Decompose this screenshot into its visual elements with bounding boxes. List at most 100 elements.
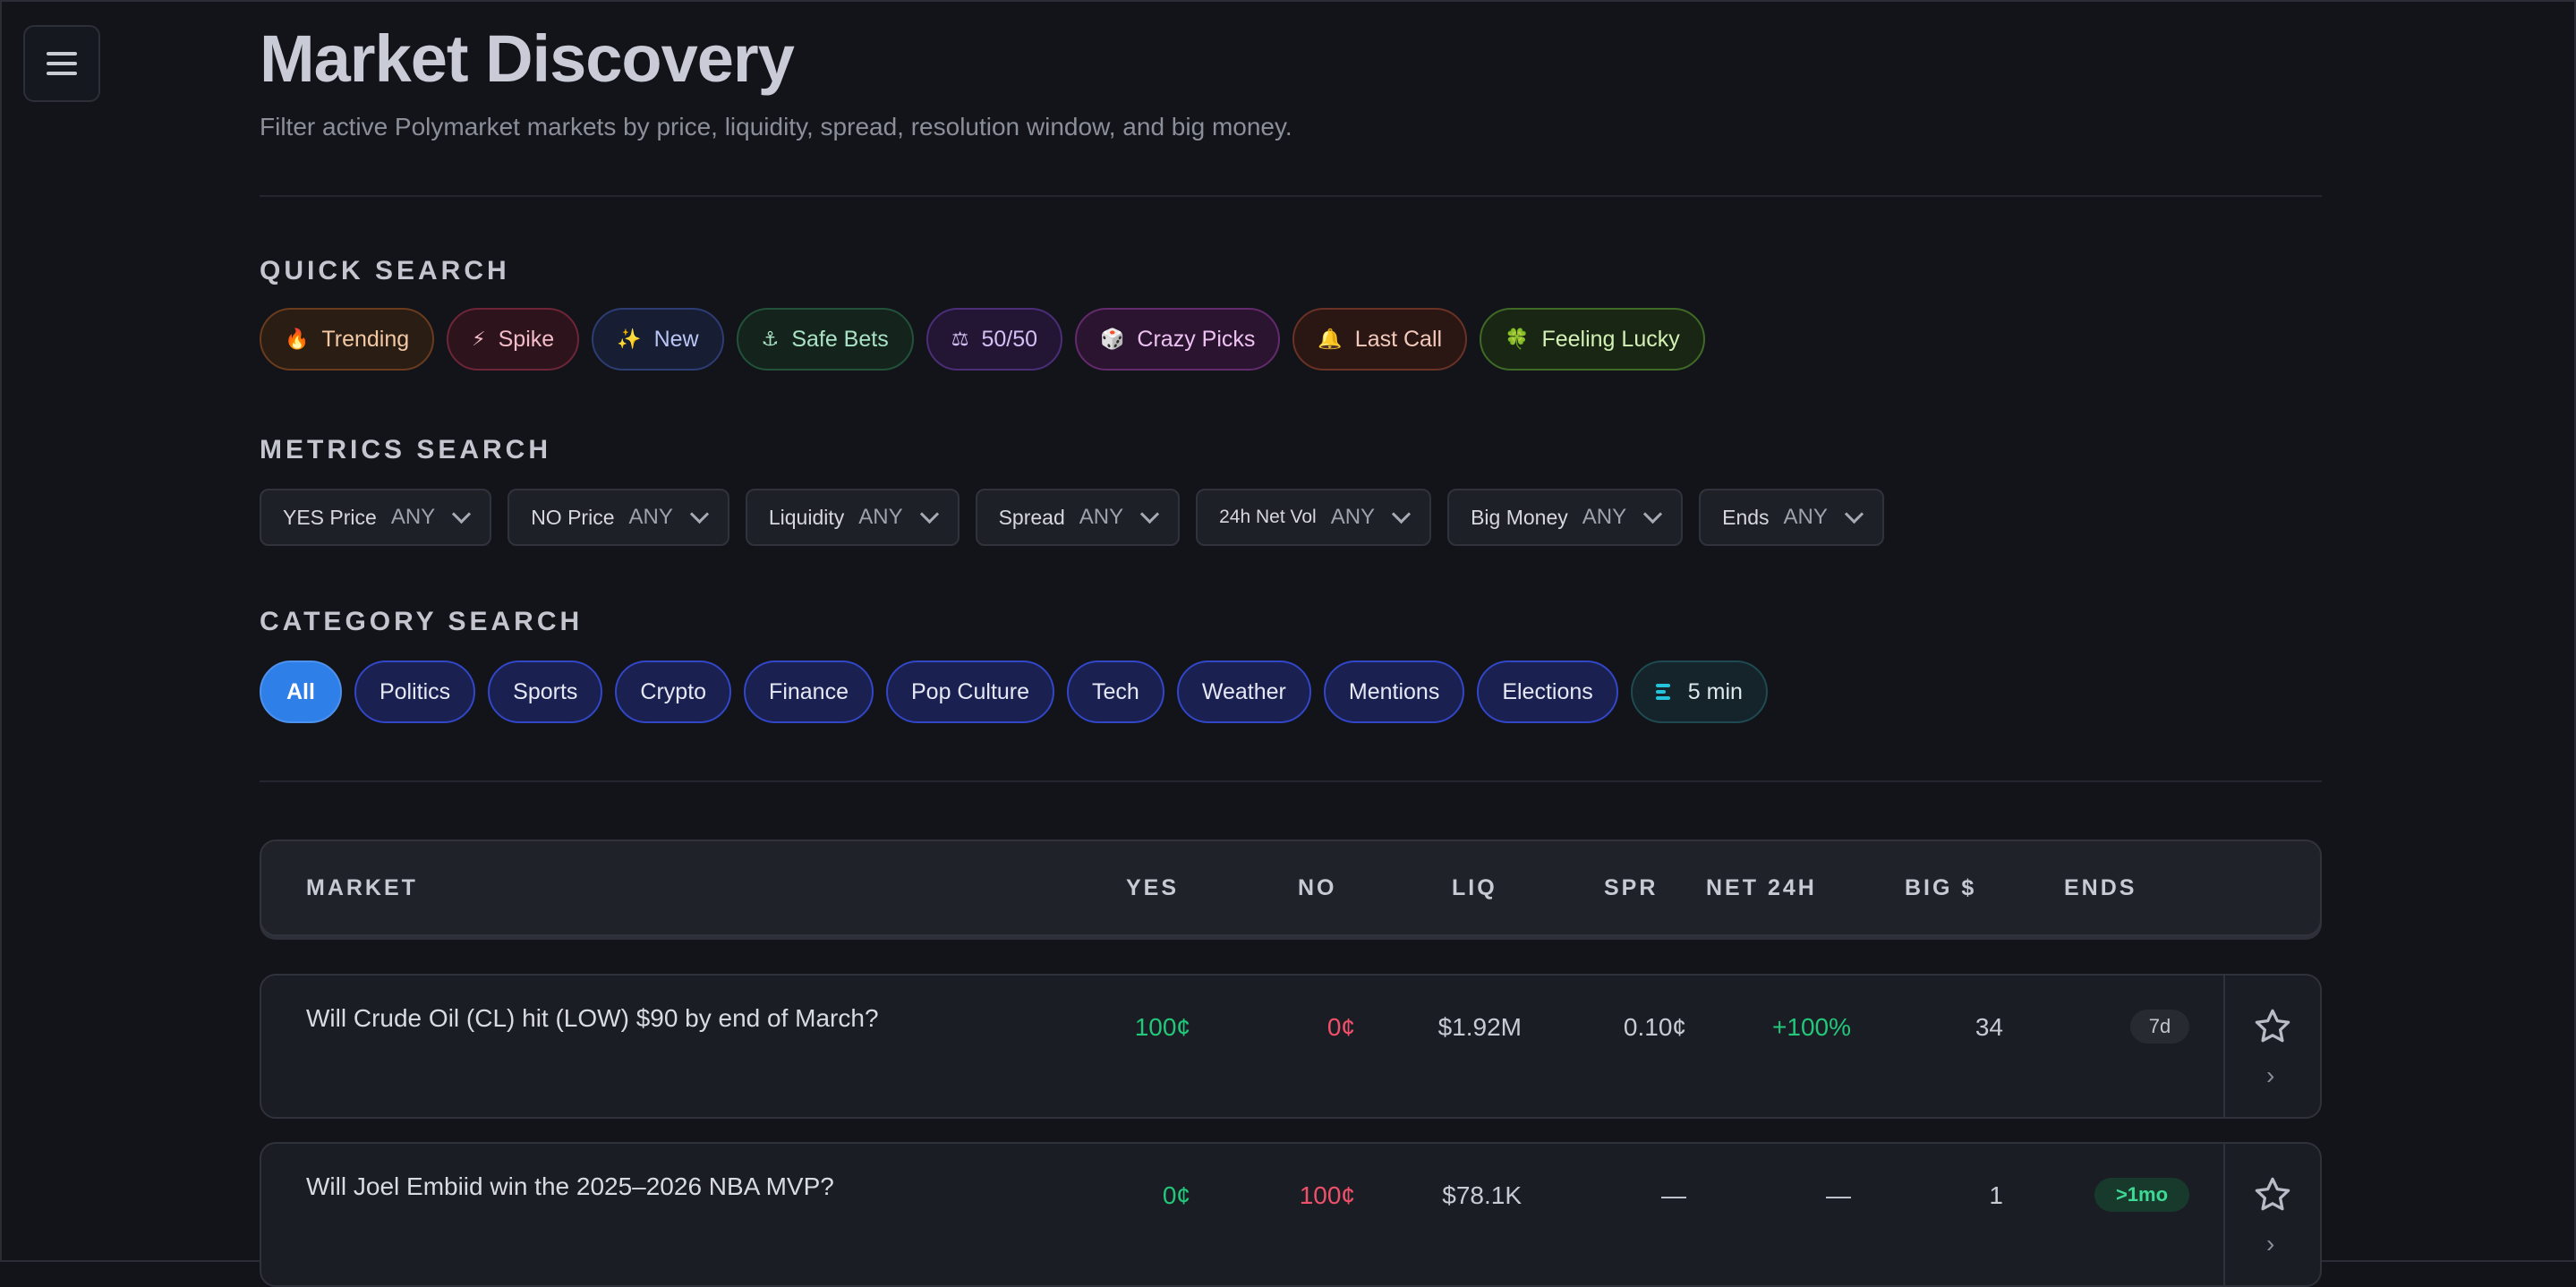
chevron-right-icon[interactable]: ›: [2266, 1061, 2275, 1089]
chevron-down-icon: [1391, 504, 1412, 524]
filter-label: YES Price: [283, 505, 377, 529]
quick-chip-50-50[interactable]: ⚖ 50/50: [925, 308, 1063, 371]
ends-badge: >1mo: [2094, 1178, 2189, 1212]
filter-label: Spread: [998, 505, 1065, 529]
page-subtitle: Filter active Polymarket markets by pric…: [260, 113, 1292, 141]
star-icon[interactable]: [2252, 1174, 2293, 1215]
hamburger-icon: [47, 52, 77, 75]
filter-liquidity[interactable]: Liquidity ANY: [745, 489, 960, 546]
spread: 0.10¢: [1623, 1013, 1686, 1041]
column-liq[interactable]: LIQ: [1452, 874, 1497, 900]
quick-chip-feeling-lucky[interactable]: 🍀 Feeling Lucky: [1480, 308, 1705, 371]
big-money: 1: [1989, 1181, 2003, 1209]
chevron-down-icon: [452, 504, 472, 524]
category-mentions[interactable]: Mentions: [1323, 661, 1465, 723]
chip-label: Spike: [498, 326, 555, 352]
table-row[interactable]: Will Joel Embiid win the 2025–2026 NBA M…: [260, 1142, 2322, 1287]
filter-label: NO Price: [531, 505, 615, 529]
filter-big-money[interactable]: Big Money ANY: [1447, 489, 1684, 546]
star-icon[interactable]: [2252, 1006, 2293, 1047]
column-big-money[interactable]: BIG $: [1905, 874, 1977, 900]
chevron-right-icon[interactable]: ›: [2266, 1230, 2275, 1257]
net-24h: +100%: [1772, 1013, 1851, 1041]
chip-label: Trending: [321, 326, 410, 352]
filter-24h-net-vol[interactable]: 24h Net Vol ANY: [1196, 489, 1432, 546]
category-pop-culture[interactable]: Pop Culture: [886, 661, 1055, 723]
category-all[interactable]: All: [260, 661, 342, 723]
sparkles-icon: ✨: [617, 328, 642, 350]
category-crypto[interactable]: Crypto: [615, 661, 732, 723]
filter-ends[interactable]: Ends ANY: [1699, 489, 1884, 546]
lines-icon: [1655, 684, 1672, 700]
quick-chip-new[interactable]: ✨ New: [592, 308, 724, 371]
quick-search-chips: 🔥 Trending ⚡ Spike ✨ New ⚓ Safe Bets ⚖ 5…: [260, 308, 2322, 371]
row-actions: ›: [2223, 976, 2320, 1117]
market-question[interactable]: Will Joel Embiid win the 2025–2026 NBA M…: [306, 1172, 834, 1200]
filter-value: ANY: [858, 505, 903, 529]
clover-icon: 🍀: [1505, 328, 1530, 350]
category-weather[interactable]: Weather: [1176, 661, 1311, 723]
category-elections[interactable]: Elections: [1477, 661, 1618, 723]
filter-yes-price[interactable]: YES Price ANY: [260, 489, 492, 546]
chevron-down-icon: [1844, 504, 1864, 524]
lightning-icon: ⚡: [472, 328, 486, 350]
menu-button[interactable]: [23, 25, 100, 102]
quick-chip-crazy-picks[interactable]: 🎲 Crazy Picks: [1075, 308, 1281, 371]
yes-price: 100¢: [1134, 1013, 1190, 1041]
category-chips: All Politics Sports Crypto Finance Pop C…: [260, 661, 2322, 723]
category-label: 5 min: [1687, 678, 1743, 704]
liquidity: $78.1K: [1442, 1181, 1522, 1209]
category-politics[interactable]: Politics: [354, 661, 476, 723]
chip-label: Last Call: [1354, 326, 1443, 352]
dice-icon: 🎲: [1100, 328, 1125, 350]
category-finance[interactable]: Finance: [744, 661, 874, 723]
filter-value: ANY: [628, 505, 673, 529]
filter-value: ANY: [1582, 505, 1627, 529]
quick-search-title: QUICK SEARCH: [260, 256, 510, 286]
no-price: 100¢: [1299, 1181, 1355, 1209]
anchor-icon: ⚓: [761, 328, 780, 350]
filter-spread[interactable]: Spread ANY: [975, 489, 1181, 546]
filter-label: Liquidity: [768, 505, 845, 529]
column-ends[interactable]: ENDS: [2064, 874, 2137, 900]
page-title: Market Discovery: [260, 21, 795, 96]
chevron-down-icon: [1140, 504, 1160, 524]
chip-label: 50/50: [981, 326, 1038, 352]
quick-chip-last-call[interactable]: 🔔 Last Call: [1292, 308, 1468, 371]
row-actions: ›: [2223, 1144, 2320, 1285]
market-question[interactable]: Will Crude Oil (CL) hit (LOW) $90 by end…: [306, 1004, 879, 1032]
category-5-min[interactable]: 5 min: [1630, 661, 1768, 723]
chip-label: Crazy Picks: [1137, 326, 1256, 352]
big-money: 34: [1975, 1013, 2003, 1041]
filter-label: Ends: [1722, 505, 1770, 529]
table-header: MARKET YES NO LIQ SPR NET 24H BIG $ ENDS: [260, 840, 2322, 936]
chip-label: Safe Bets: [791, 326, 889, 352]
category-tech[interactable]: Tech: [1067, 661, 1164, 723]
category-search-title: CATEGORY SEARCH: [260, 607, 584, 636]
metrics-filters: YES Price ANY NO Price ANY Liquidity ANY…: [260, 489, 2322, 546]
column-yes[interactable]: YES: [1126, 874, 1180, 900]
chevron-down-icon: [1643, 504, 1663, 524]
filter-value: ANY: [390, 505, 436, 529]
liquidity: $1.92M: [1437, 1013, 1522, 1041]
main-content: Market Discovery Filter active Polymarke…: [260, 2, 2322, 1287]
chevron-down-icon: [919, 504, 939, 524]
column-market[interactable]: MARKET: [306, 874, 418, 900]
metrics-search-title: METRICS SEARCH: [260, 435, 552, 465]
quick-chip-safe-bets[interactable]: ⚓ Safe Bets: [736, 308, 914, 371]
category-sports[interactable]: Sports: [488, 661, 603, 723]
column-no[interactable]: NO: [1298, 874, 1337, 900]
divider: [260, 195, 2322, 197]
filter-no-price[interactable]: NO Price ANY: [508, 489, 729, 546]
chip-label: New: [653, 326, 699, 352]
bell-icon: 🔔: [1318, 328, 1343, 350]
scales-icon: ⚖: [951, 328, 969, 350]
column-net-24h[interactable]: NET 24H: [1706, 874, 1817, 900]
no-price: 0¢: [1326, 1013, 1355, 1041]
filter-value: ANY: [1330, 505, 1376, 529]
table-row[interactable]: Will Crude Oil (CL) hit (LOW) $90 by end…: [260, 974, 2322, 1119]
quick-chip-trending[interactable]: 🔥 Trending: [260, 308, 435, 371]
column-spr[interactable]: SPR: [1604, 874, 1659, 900]
quick-chip-spike[interactable]: ⚡ Spike: [447, 308, 580, 371]
filter-value: ANY: [1079, 505, 1124, 529]
